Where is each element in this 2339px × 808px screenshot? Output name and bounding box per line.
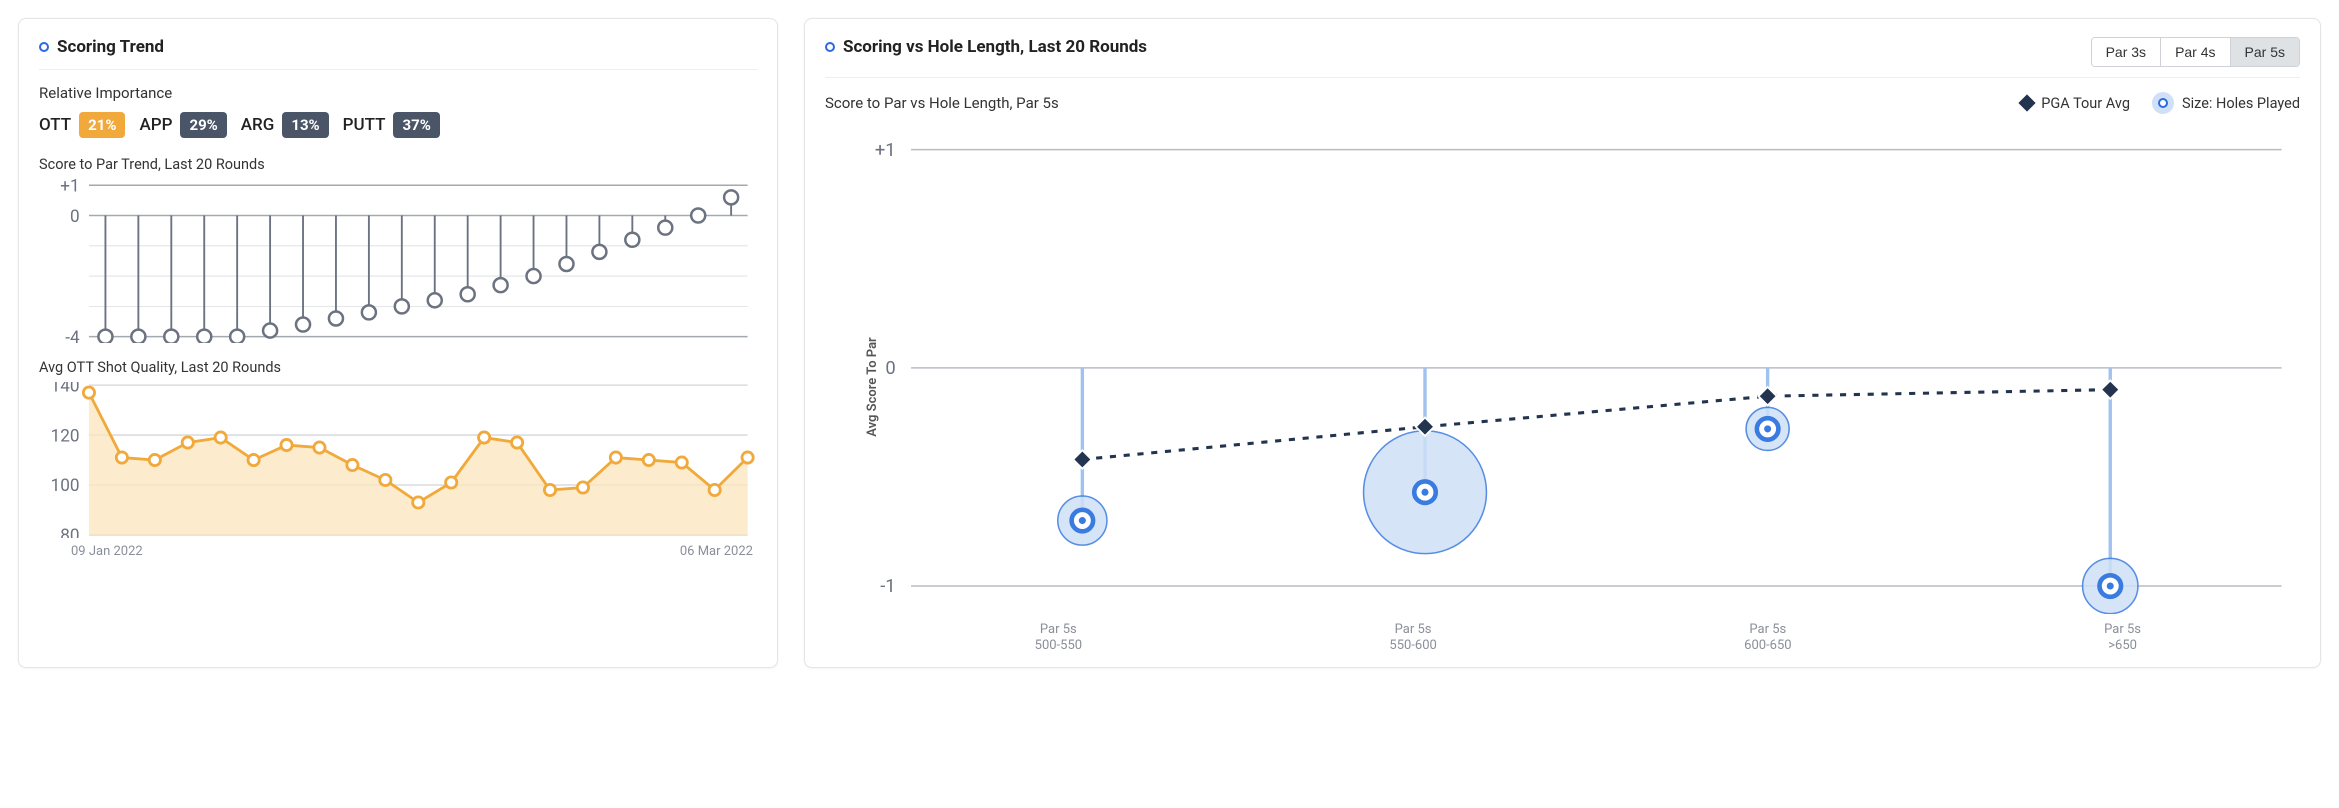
importance-item: APP 29% xyxy=(139,112,226,138)
score-trend-chart: +1 0 -4 xyxy=(39,179,757,343)
relative-importance-label: Relative Importance xyxy=(39,84,757,102)
importance-badge: 37% xyxy=(393,112,439,138)
svg-text:+1: +1 xyxy=(875,140,896,161)
bullet-icon xyxy=(825,42,835,52)
x-axis-category: Par 5s600-650 xyxy=(1590,622,1945,653)
svg-text:140: 140 xyxy=(51,382,80,396)
segment-par-4s[interactable]: Par 4s xyxy=(2161,38,2230,66)
importance-label: ARG xyxy=(241,115,275,135)
right-title-text: Scoring vs Hole Length, Last 20 Rounds xyxy=(843,37,1147,57)
score-vs-length-chart: +1 0 -1 xyxy=(825,122,2300,614)
date-start: 09 Jan 2022 xyxy=(71,544,143,559)
date-end: 06 Mar 2022 xyxy=(680,544,753,559)
y-axis-title: Avg Score To Par xyxy=(865,338,880,437)
bubble-icon xyxy=(2152,92,2174,114)
legend-size: Size: Holes Played xyxy=(2152,92,2300,114)
importance-label: OTT xyxy=(39,115,71,135)
score-trend-label: Score to Par Trend, Last 20 Rounds xyxy=(39,156,757,173)
scoring-trend-title-text: Scoring Trend xyxy=(57,37,164,57)
importance-label: APP xyxy=(139,115,172,135)
right-subheader: Score to Par vs Hole Length, Par 5s PGA … xyxy=(825,92,2300,114)
legend-size-label: Size: Holes Played xyxy=(2182,95,2300,112)
importance-label: PUTT xyxy=(343,115,386,135)
svg-text:0: 0 xyxy=(885,358,895,379)
svg-text:+1: +1 xyxy=(60,179,79,196)
big-chart-wrap: Avg Score To Par +10-1 Par 5s500-550Par … xyxy=(825,122,2300,653)
ott-quality-label: Avg OTT Shot Quality, Last 20 Rounds xyxy=(39,359,757,376)
diamond-icon xyxy=(2019,95,2036,112)
x-axis-labels: Par 5s500-550Par 5s550-600Par 5s600-650P… xyxy=(881,622,2300,653)
scoring-vs-length-card: Scoring vs Hole Length, Last 20 Rounds P… xyxy=(804,18,2321,668)
importance-badge: 29% xyxy=(180,112,226,138)
svg-text:100: 100 xyxy=(51,476,80,496)
x-axis-category: Par 5s>650 xyxy=(1945,622,2300,653)
date-axis: 09 Jan 2022 06 Mar 2022 xyxy=(39,542,757,559)
bullet-icon xyxy=(39,42,49,52)
legend-pga-label: PGA Tour Avg xyxy=(2041,95,2130,112)
right-subtitle: Score to Par vs Hole Length, Par 5s xyxy=(825,94,1059,112)
right-title: Scoring vs Hole Length, Last 20 Rounds xyxy=(825,37,1147,57)
svg-text:0: 0 xyxy=(70,207,80,227)
importance-item: PUTT 37% xyxy=(343,112,440,138)
segment-par-3s[interactable]: Par 3s xyxy=(2092,38,2161,66)
scoring-trend-card: Scoring Trend Relative Importance OTT 21%… xyxy=(18,18,778,668)
segment-par-5s[interactable]: Par 5s xyxy=(2231,38,2299,66)
scoring-trend-title: Scoring Trend xyxy=(39,37,757,70)
svg-text:-1: -1 xyxy=(880,576,895,597)
chart-legend: PGA Tour Avg Size: Holes Played xyxy=(2021,92,2300,114)
par-segment-group: Par 3sPar 4sPar 5s xyxy=(2091,37,2300,67)
legend-pga: PGA Tour Avg xyxy=(2021,95,2130,112)
x-axis-category: Par 5s500-550 xyxy=(881,622,1236,653)
relative-importance-row: OTT 21% APP 29% ARG 13% PUTT 37% xyxy=(39,112,757,138)
svg-text:-4: -4 xyxy=(65,328,80,343)
importance-badge: 21% xyxy=(79,112,125,138)
importance-item: ARG 13% xyxy=(241,112,329,138)
importance-badge: 13% xyxy=(282,112,328,138)
svg-text:80: 80 xyxy=(60,526,79,538)
ott-quality-chart: 80 100 120 140 xyxy=(39,382,757,538)
x-axis-category: Par 5s550-600 xyxy=(1236,622,1591,653)
right-header: Scoring vs Hole Length, Last 20 Rounds P… xyxy=(825,37,2300,78)
importance-item: OTT 21% xyxy=(39,112,125,138)
svg-text:120: 120 xyxy=(51,426,80,446)
